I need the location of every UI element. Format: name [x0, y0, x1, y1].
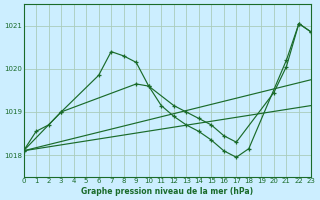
X-axis label: Graphe pression niveau de la mer (hPa): Graphe pression niveau de la mer (hPa) [81, 187, 253, 196]
